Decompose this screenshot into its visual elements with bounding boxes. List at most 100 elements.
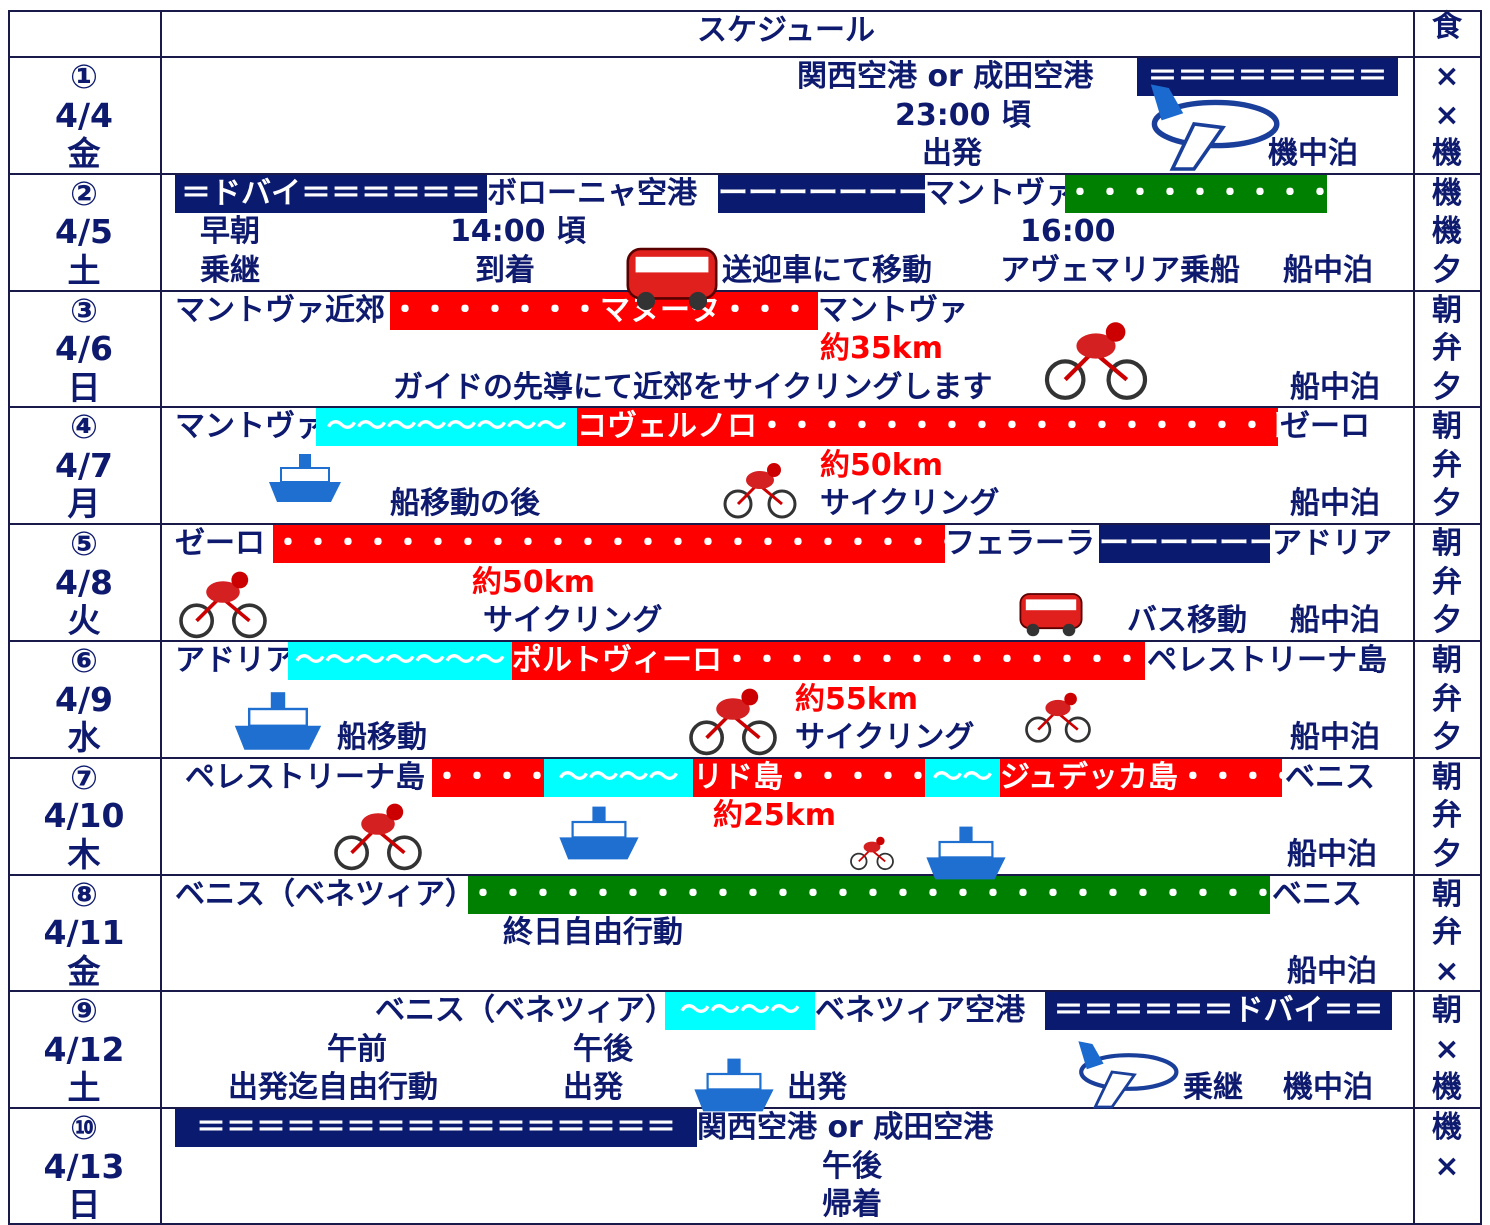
meal: 機: [1432, 1070, 1462, 1106]
day-num: ①: [70, 57, 98, 96]
bike-icon: [689, 688, 777, 756]
border: [8, 640, 1480, 642]
meal: 弁: [1432, 564, 1462, 600]
route-bar: 〜〜〜〜〜〜〜: [288, 642, 512, 680]
meal: 朝: [1432, 759, 1462, 795]
schedule-text: ベニス: [1272, 876, 1362, 912]
schedule-text: 船中泊: [1290, 369, 1380, 405]
schedule-text: ベニス（ベネツィア）: [375, 993, 675, 1029]
bus-icon: [626, 247, 718, 311]
schedule-text: ベネツィア空港: [815, 993, 1025, 1029]
schedule-text: マントヴァ: [925, 175, 1075, 211]
route-bar: 〜〜〜〜: [665, 992, 815, 1031]
schedule-text: ゼーロ: [1280, 409, 1370, 445]
bike-icon: [179, 571, 267, 639]
schedule-text: 約25km: [713, 798, 836, 834]
schedule-text: 船中泊: [1290, 603, 1380, 639]
schedule-text: 機中泊: [1268, 136, 1358, 171]
meal: 朝: [1432, 876, 1462, 912]
schedule-text: アヴェマリア乗船: [1000, 252, 1240, 288]
day-num: ⑨: [70, 991, 98, 1031]
schedule-text: ガイドの先導にて近郊をサイクリングします: [393, 369, 993, 405]
schedule-text: サイクリング: [483, 603, 663, 639]
border: [8, 756, 1480, 759]
schedule-text: 約55km: [795, 681, 918, 717]
schedule-text: ボローニャ空港: [487, 175, 697, 211]
meal: ×: [1434, 59, 1460, 94]
border: [8, 289, 1480, 292]
schedule-text: 送迎車にて移動: [722, 252, 932, 288]
day-date: 4/13: [43, 1146, 125, 1186]
plane-icon: [1150, 84, 1280, 171]
meal: 朝: [1432, 292, 1462, 328]
ship-icon: [926, 826, 1006, 880]
day-weekday: 日: [67, 1185, 101, 1225]
day-date: 4/10: [43, 796, 125, 836]
route-bar: ・・・・・・: [432, 758, 544, 797]
schedule-text: アドリア: [1272, 526, 1392, 562]
meal: ×: [1434, 1148, 1460, 1184]
schedule-text: マントヴァ近郊: [175, 292, 385, 328]
schedule-text: 約35km: [820, 331, 943, 367]
meal: 夕: [1432, 369, 1462, 405]
bike-icon: [1025, 692, 1091, 743]
meal: 弁: [1432, 447, 1462, 483]
day-num: ④: [70, 407, 98, 447]
schedule-text: サイクリング: [795, 720, 975, 755]
schedule-text: 関西空港 or 成田空港: [797, 59, 1094, 94]
route-bar: 〜〜〜〜: [544, 758, 693, 797]
plane-icon: [1078, 1041, 1179, 1109]
schedule-text: フェラーラ: [945, 526, 1095, 562]
day-date: 4/11: [43, 913, 125, 953]
schedule-text: ゼーロ: [175, 526, 265, 562]
day-weekday: 金: [67, 134, 101, 173]
schedule-text: マントヴァ: [818, 292, 968, 328]
day-weekday: 金: [67, 951, 101, 991]
bike-icon: [1044, 322, 1148, 400]
schedule-text: バス移動: [1127, 603, 1247, 639]
day-weekday: 火: [67, 601, 101, 641]
meal: 機: [1432, 1110, 1462, 1146]
schedule-text: サイクリング: [820, 486, 1000, 522]
meal: 朝: [1432, 993, 1462, 1029]
schedule-text: マントヴァ: [175, 409, 325, 445]
meal: ×: [1434, 1031, 1460, 1067]
meal: 弁: [1432, 798, 1462, 834]
meal: ×: [1434, 953, 1460, 989]
day-weekday: 月: [67, 484, 101, 524]
day-weekday: 土: [67, 250, 101, 290]
meal: 機: [1432, 136, 1462, 171]
border: [8, 172, 1480, 175]
schedule-text: 午後: [573, 1031, 633, 1067]
meal: 朝: [1432, 409, 1462, 445]
day-date: 4/4: [55, 95, 113, 135]
schedule-text: 船中泊: [1287, 953, 1377, 989]
day-num: ⑤: [70, 524, 98, 564]
schedule-text: 出発: [563, 1070, 623, 1106]
schedule-text: 出発: [787, 1070, 847, 1106]
border: [8, 523, 1480, 526]
route-bar: ・・・・・・・・・・・・・・・・・・・・・・・・・・・・・・・・・・・・・・・・…: [468, 875, 1270, 914]
schedule-text: 終日自由行動: [503, 915, 683, 951]
schedule-text: 午後: [822, 1148, 882, 1184]
header-schedule: スケジュール: [697, 13, 875, 48]
border: [1480, 10, 1482, 1225]
day-num: ②: [70, 173, 98, 213]
route-bar: ジュデッカ島・・・・・: [1000, 758, 1282, 797]
route-bar: ーーーーーー: [1099, 525, 1270, 564]
schedule-text: 船中泊: [1290, 720, 1380, 755]
schedule-text: アドリア: [175, 643, 295, 678]
meal: 夕: [1432, 252, 1462, 288]
route-bar: リド島・・・・・・・・: [693, 758, 925, 797]
schedule-text: ベニス（ベネツィア）: [175, 876, 475, 912]
day-num: ⑦: [70, 757, 98, 797]
header-meals: 食: [1432, 9, 1462, 44]
route-bar: ・・・・・・・・・・・・・・・・・・・・・・・・・・・・・・・・・・: [273, 525, 945, 564]
ship-icon: [694, 1058, 774, 1112]
bus-icon: [1019, 593, 1083, 637]
schedule-text: ベニス: [1285, 759, 1375, 795]
schedule-text: 船移動: [337, 720, 427, 755]
bike-icon: [850, 836, 894, 871]
route-bar: ・・・・・・・マヌータ・・・・・・・: [390, 291, 818, 330]
day-num: ⑩: [70, 1108, 98, 1148]
